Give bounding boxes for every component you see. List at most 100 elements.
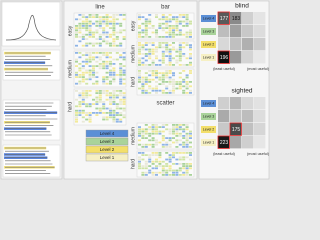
grid-cell [182, 20, 186, 23]
grid-cell [81, 27, 85, 29]
grid-cell [75, 90, 78, 92]
grid-cell [158, 59, 162, 62]
grid-cell [161, 174, 165, 176]
heatmap-cell [242, 51, 254, 64]
grid-cell [158, 141, 162, 144]
grid-cell [141, 76, 145, 79]
grid-cell [109, 76, 112, 78]
grid-cell [92, 76, 95, 78]
grid-cell [144, 20, 148, 23]
grid-cell [144, 29, 148, 32]
grid-cell [144, 92, 148, 94]
legend-label: Level 1 [100, 155, 115, 160]
grid-cell [189, 36, 192, 38]
grid-cell [141, 44, 145, 46]
grid-cell [115, 107, 119, 110]
grid-cell [102, 18, 106, 21]
grid-cell [95, 14, 99, 16]
grid-cell [185, 16, 189, 18]
grid-cell [115, 36, 119, 38]
grid-cell [105, 42, 109, 45]
grid-cell [172, 92, 175, 94]
grid-cell [158, 132, 162, 135]
grid-cell [88, 33, 92, 36]
grid-cell [102, 40, 106, 43]
grid-cell [85, 112, 89, 114]
cell-value: 223 [220, 140, 229, 146]
grid-cell [161, 22, 165, 25]
grid-cell [151, 139, 155, 142]
grid-cell [92, 14, 95, 16]
grid-cell [189, 61, 192, 64]
grid-cell [119, 78, 123, 81]
grid-cell [95, 107, 99, 110]
grid-cell [138, 61, 141, 64]
grid-cell [119, 118, 123, 121]
grid-cell [172, 89, 175, 92]
grid-cell [119, 56, 123, 59]
grid-cell [88, 58, 92, 61]
grid-cell [119, 114, 123, 116]
grid-cell [141, 130, 145, 133]
grid-cell [151, 48, 155, 51]
grid-cell [161, 171, 165, 174]
grid-cell [182, 46, 186, 49]
grid-cell [144, 53, 148, 55]
grid-cell [78, 14, 82, 16]
grid-cell [144, 33, 148, 36]
grid-cell [88, 42, 92, 45]
grid-cell [155, 33, 158, 36]
grid-cell [189, 53, 192, 55]
grid-cell [148, 14, 152, 16]
grid-cell [189, 130, 192, 133]
grid-cell [81, 25, 85, 27]
grid-cell [155, 141, 158, 144]
grid-cell [98, 90, 102, 92]
grid-cell [178, 163, 182, 165]
grid-cell [165, 141, 169, 144]
grid-cell [144, 64, 148, 66]
grid-cell [122, 107, 126, 110]
grid-cell [172, 48, 175, 51]
grid-cell [168, 165, 172, 167]
grid-cell [172, 74, 175, 77]
grid-cell [158, 64, 162, 66]
grid-cell [88, 94, 92, 97]
grid-cell [88, 36, 92, 38]
grid-cell [78, 40, 82, 43]
grid-cell [138, 130, 141, 133]
grid-cell [102, 33, 106, 36]
grid-cell [85, 90, 89, 92]
grid-cell [148, 156, 152, 159]
grid-cell [109, 112, 112, 114]
grid-cell [81, 60, 85, 63]
grid-cell [144, 55, 148, 57]
grid-cell [168, 146, 172, 148]
grid-cell [168, 44, 172, 46]
grid-cell [88, 112, 92, 114]
grid-cell [105, 67, 109, 70]
grid-cell [189, 44, 192, 46]
grid-cell [112, 29, 116, 32]
grid-cell [88, 90, 92, 92]
grid-cell [158, 126, 162, 128]
grid-cell [98, 107, 102, 110]
grid-cell [178, 152, 182, 154]
grid-cell [109, 33, 112, 36]
grid-cell [161, 126, 165, 128]
heatmap-title: blind [235, 3, 249, 10]
grid-cell [122, 52, 126, 54]
grid-cell [122, 71, 126, 74]
grid-cell [161, 57, 165, 60]
grid-cell [105, 116, 109, 119]
grid-cell [119, 29, 123, 32]
grid-cell [172, 72, 175, 74]
grid-cell [172, 46, 175, 49]
grid-cell [122, 116, 126, 119]
grid-cell [78, 96, 82, 99]
heatmap-cell [242, 25, 254, 38]
grid-cell [158, 76, 162, 79]
grid-cell [85, 29, 89, 32]
grid-cell [151, 132, 155, 135]
grid-cell [148, 55, 152, 57]
